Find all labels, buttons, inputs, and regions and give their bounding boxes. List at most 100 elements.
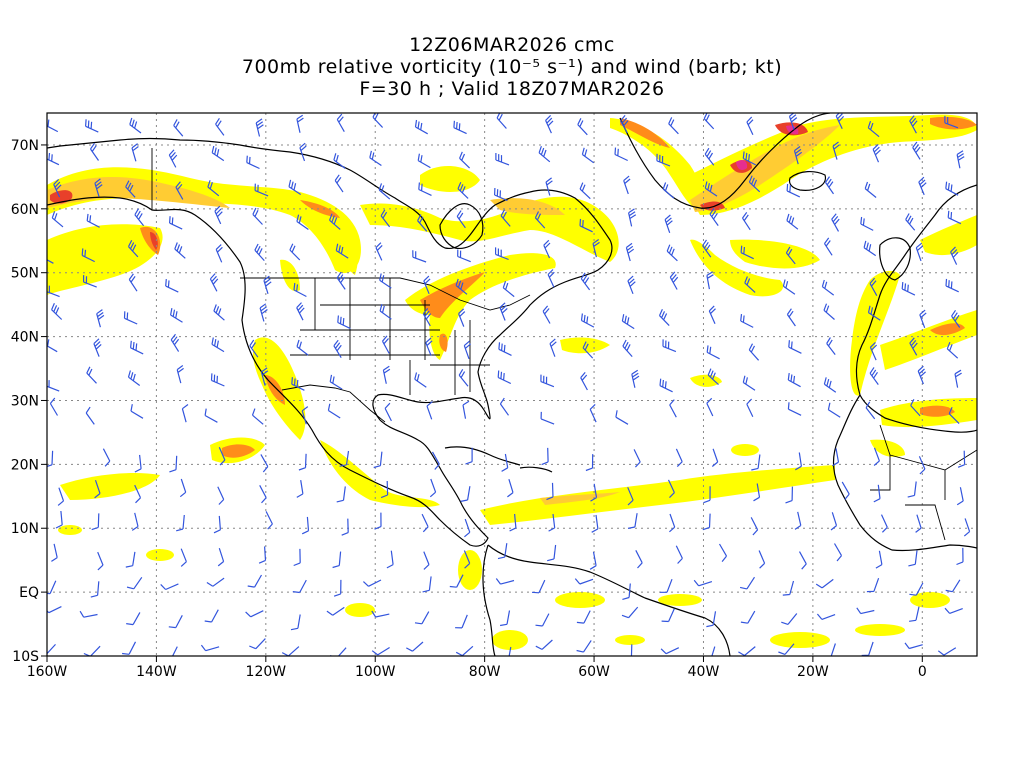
wind-barb [296,302,305,321]
coastline-south-america [487,544,731,656]
vorticity-band [405,253,556,360]
wind-barb [627,487,634,506]
wind-barb [873,447,880,466]
wind-barb [538,146,551,163]
vorticity-band [680,114,977,215]
wind-barb [815,578,834,589]
wind-barb [861,641,874,656]
wind-barb [661,608,675,623]
wind-barb [880,514,888,533]
wind-barb [628,208,637,227]
wind-barb [535,613,550,627]
vorticity-band [540,492,620,505]
wind-barbs [47,113,971,656]
y-tick-label: EQ [19,585,39,601]
wind-barb [909,582,924,596]
vorticity-shading [47,114,977,650]
wind-barb [660,578,673,593]
vorticity-band [690,125,840,212]
y-tick-label: 50N [11,266,39,282]
wind-barb [458,368,469,387]
x-tick-label: 100W [355,664,396,680]
wind-barb [909,115,918,134]
wind-barb [581,147,595,164]
wind-barb [656,153,671,167]
wind-barb [204,408,218,423]
wind-barb [218,447,226,466]
wind-barb [384,402,392,422]
wind-barb [414,611,430,625]
wind-barb [332,551,342,569]
wind-barb [867,121,880,138]
wind-barb [831,213,840,232]
wind-barb [907,481,917,498]
wind-barb [211,145,225,162]
wind-barb [869,277,878,296]
wind-barb [918,176,927,196]
wind-barb [704,147,715,166]
wind-barb [795,452,802,471]
wind-barb [589,551,597,570]
wind-barb [614,147,628,162]
wind-barb [215,117,225,136]
wind-barb [910,399,921,417]
wind-barb [47,450,54,468]
wind-barb [909,606,920,622]
wind-barb [169,216,183,230]
coastline-africa [832,394,977,552]
wind-barb [786,213,799,230]
wind-barb [299,142,307,162]
wind-barb [263,275,272,294]
wind-barb [417,153,431,169]
wind-barb [741,212,751,231]
wind-barb [589,403,597,423]
wind-barb [457,249,471,263]
x-tick-label: 140W [136,664,177,680]
wind-barb [750,517,759,536]
wind-barb [254,243,265,262]
wind-barb [339,450,350,467]
wind-barb [577,118,588,136]
wind-barb [860,216,874,231]
wind-barb [832,141,840,160]
wind-barb [252,207,263,225]
wind-barb [718,543,728,562]
wind-barb [425,337,433,356]
wind-barb [547,544,557,562]
wind-barb [498,342,512,356]
vorticity-core [920,405,955,417]
wind-barb [495,578,515,585]
wind-barb [547,269,555,288]
wind-barb [742,151,756,166]
wind-barb [380,480,389,499]
coastline-british-isles [879,237,911,281]
vorticity-band [690,374,722,387]
wind-barb [633,449,641,468]
wind-barb [746,398,754,417]
vorticity-band [730,239,820,269]
wind-barb [214,205,223,225]
wind-barb [51,303,63,320]
wind-barb [170,333,180,352]
wind-barb [945,278,959,293]
wind-barb [463,550,471,569]
wind-barb [950,246,959,265]
wind-barb [465,447,473,465]
wind-barb [662,339,677,353]
wind-barb [909,337,918,356]
wind-barb [788,340,802,354]
wind-barb [948,407,960,425]
wind-barb [856,607,875,615]
wind-barb [165,279,179,293]
wind-barb [901,282,916,296]
wind-barb [455,645,474,656]
wind-barb [207,180,220,197]
wind-barb [160,583,179,591]
wind-barb [426,401,433,420]
wind-barb [453,120,467,135]
wind-barb [494,187,508,202]
wind-barb [406,641,424,652]
wind-barb [706,345,720,360]
vorticity-band [340,225,358,275]
vorticity-blob [458,550,482,590]
